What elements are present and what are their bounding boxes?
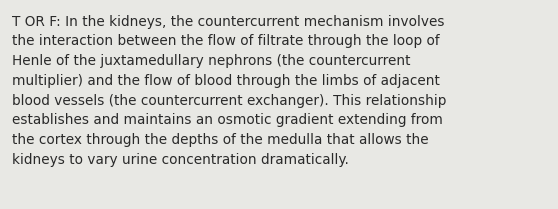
Text: T OR F: In the kidneys, the countercurrent mechanism involves
the interaction be: T OR F: In the kidneys, the countercurre… — [12, 15, 446, 167]
